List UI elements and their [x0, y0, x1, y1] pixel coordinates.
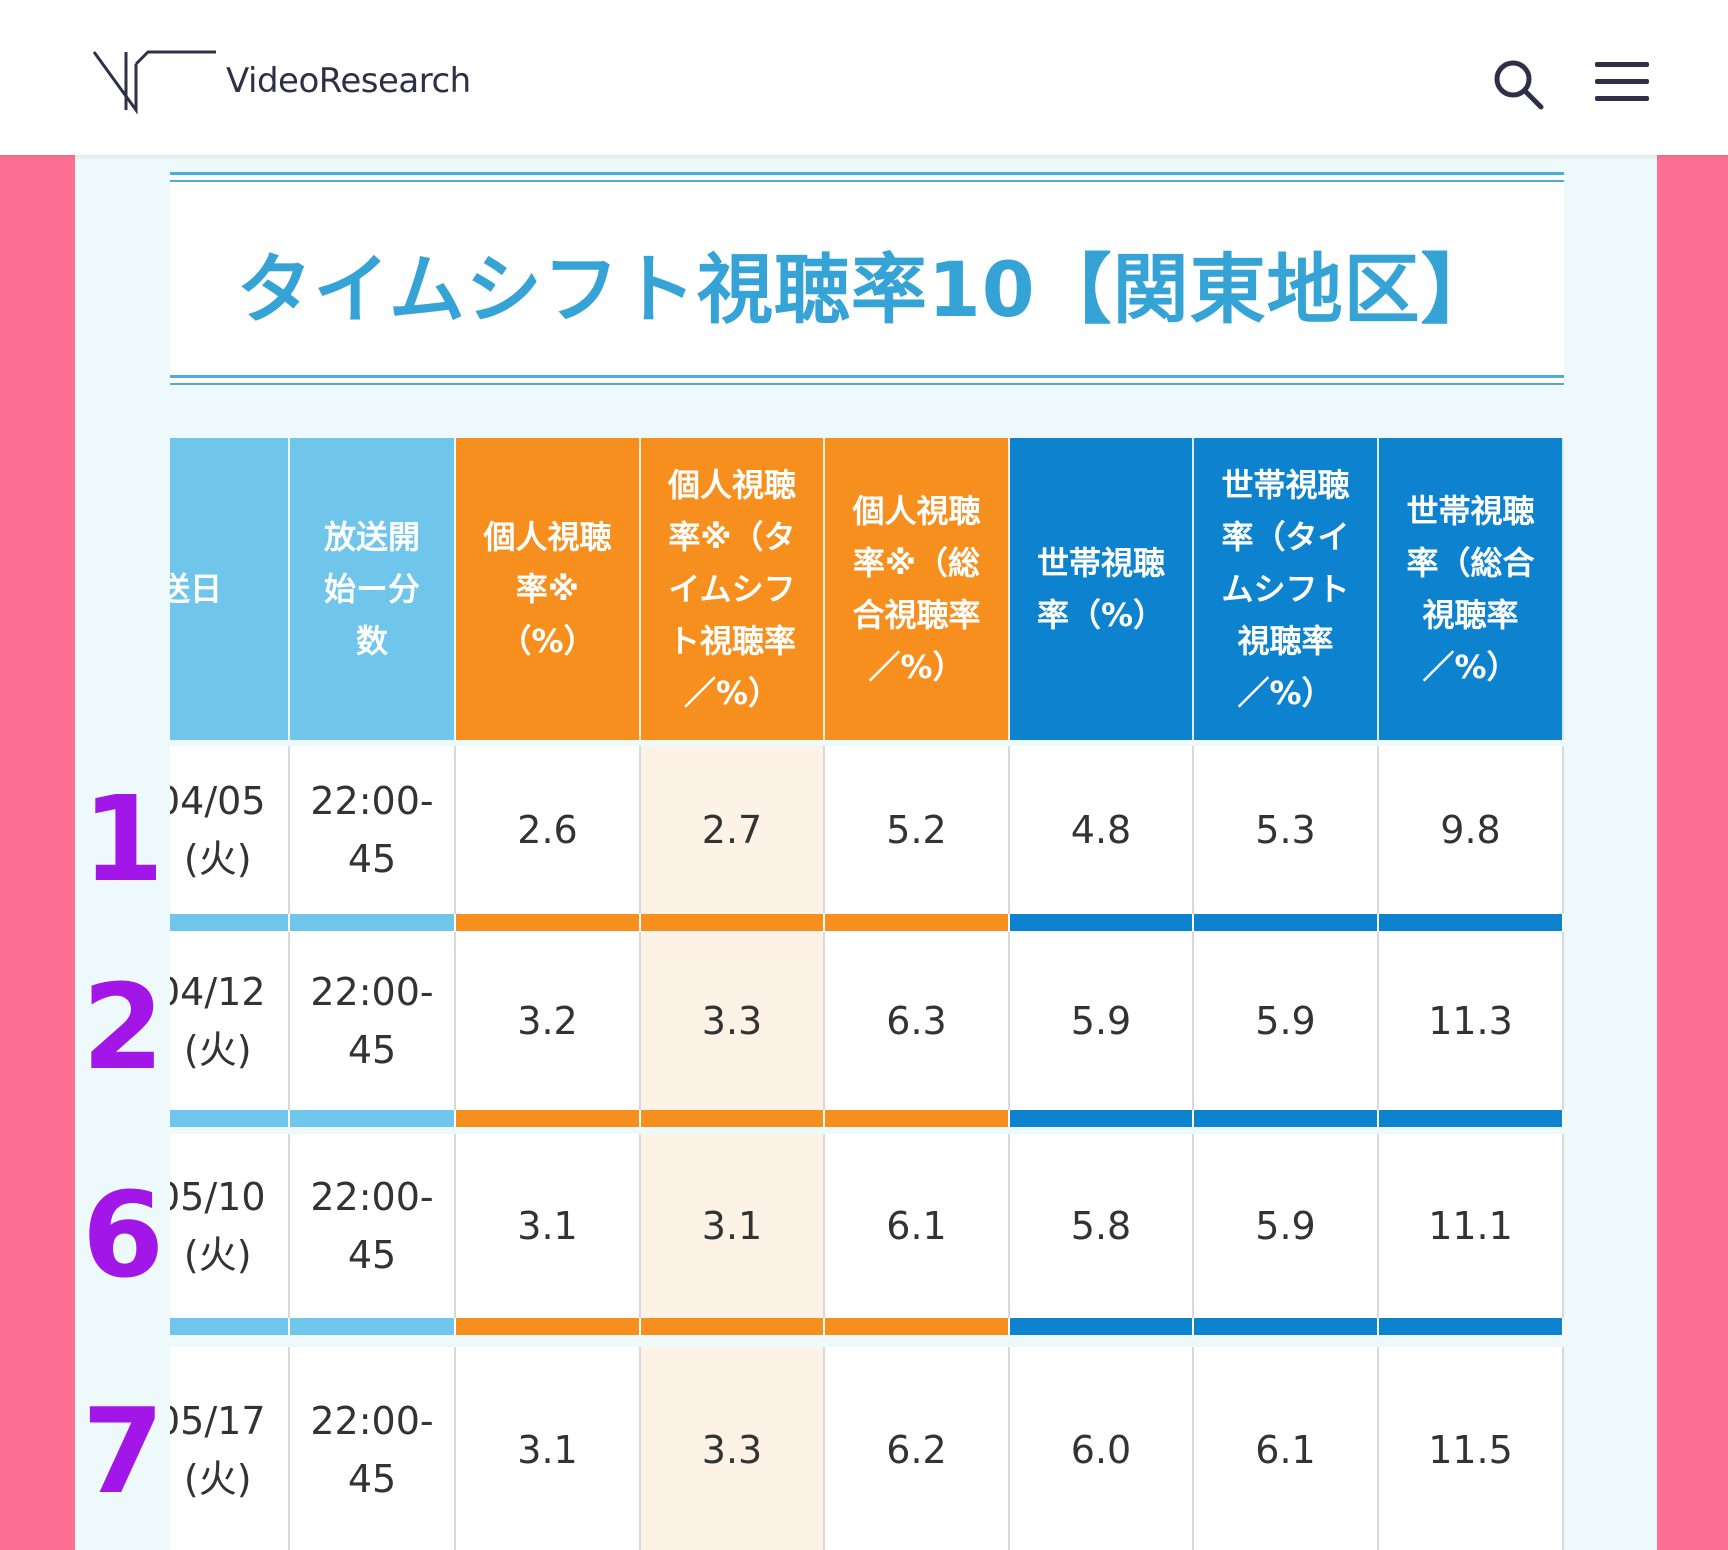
household-rating-cell: 5.8 [1010, 1134, 1194, 1318]
row-divider-bar [456, 1110, 641, 1127]
row-divider-bar [1010, 914, 1194, 931]
row-divider-bar [170, 1318, 290, 1335]
col-header-personal-rating: 個人視聴 率※ （%） [456, 438, 641, 740]
title-rule-top [170, 172, 1564, 175]
row-divider-bar [1010, 1110, 1194, 1127]
personal-rating-cell: 3.2 [456, 932, 641, 1110]
title-rule-bottom [170, 375, 1564, 378]
personal-total-cell: 6.1 [825, 1134, 1010, 1318]
hamburger-menu-button[interactable] [1595, 62, 1649, 106]
household-timeshift-cell: 5.3 [1194, 746, 1379, 914]
personal-total-cell: 6.2 [825, 1347, 1010, 1550]
search-button[interactable] [1492, 58, 1544, 110]
hamburger-menu-icon [1595, 62, 1649, 67]
row-divider-bar [290, 1318, 456, 1335]
row-divider-bar [290, 914, 456, 931]
personal-rating-cell: 3.1 [456, 1347, 641, 1550]
household-timeshift-cell: 6.1 [1194, 1347, 1379, 1550]
start-time-cell: 22:00- 45 [290, 1347, 456, 1550]
row-divider-bar [641, 1110, 825, 1127]
row-divider-bar [1010, 1318, 1194, 1335]
personal-total-cell: 5.2 [825, 746, 1010, 914]
household-rating-cell: 5.9 [1010, 932, 1194, 1110]
row-divider-bar [1194, 1318, 1379, 1335]
personal-rating-cell: 2.6 [456, 746, 641, 914]
personal-timeshift-cell: 3.1 [641, 1134, 825, 1318]
ratings-table: 送日 放送開 始ー分 数個人視聴 率※ （%） 個人視聴 率※（タ イムシフ ト視聴… [170, 438, 1564, 1550]
col-header-personal-total: 個人視聴 率※（総 合視聴率 ／%） [825, 438, 1010, 740]
household-total-cell: 9.8 [1379, 746, 1564, 914]
household-rating-cell: 6.0 [1010, 1347, 1194, 1550]
row-divider-bar [456, 1318, 641, 1335]
household-total-cell: 11.1 [1379, 1134, 1564, 1318]
col-header-date: 送日 [170, 438, 290, 740]
col-header-household-rating: 世帯視聴 率（%） [1010, 438, 1194, 740]
start-time-cell: 22:00- 45 [290, 1134, 456, 1318]
row-divider-bar [290, 1110, 456, 1127]
household-total-cell: 11.3 [1379, 932, 1564, 1110]
personal-timeshift-cell: 2.7 [641, 746, 825, 914]
row-divider-bar [1194, 914, 1379, 931]
logo[interactable]: VideoResearch [90, 46, 471, 116]
row-divider-bar [641, 914, 825, 931]
rank-label: 6 [82, 1166, 165, 1304]
table-row: 05/17 (火)22:00- 453.13.36.26.06.111.5 [170, 1347, 1564, 1550]
start-time-cell: 22:00- 45 [290, 746, 456, 914]
table-row: 04/12 (火)22:00- 453.23.36.35.95.911.3 [170, 932, 1564, 1127]
rank-label: 2 [82, 958, 165, 1096]
table-row: 05/10 (火)22:00- 453.13.16.15.85.911.1 [170, 1134, 1564, 1335]
title-rule-top-thin [170, 180, 1564, 182]
row-divider-bar [1379, 1318, 1564, 1335]
site-header: VideoResearch [0, 0, 1728, 155]
household-timeshift-cell: 5.9 [1194, 1134, 1379, 1318]
household-rating-cell: 4.8 [1010, 746, 1194, 914]
table-row: 04/05 (火)22:00- 452.62.75.24.85.39.8 [170, 746, 1564, 931]
row-divider-bar [456, 914, 641, 931]
rank-label: 7 [82, 1382, 165, 1520]
row-divider-bar [1194, 1110, 1379, 1127]
household-timeshift-cell: 5.9 [1194, 932, 1379, 1110]
date-cell: 04/12 (火) [170, 932, 290, 1110]
date-cell: 04/05 (火) [170, 746, 290, 914]
search-icon [1494, 60, 1544, 110]
rank-label: 1 [82, 770, 165, 908]
row-divider-bar [641, 1318, 825, 1335]
row-divider-bar [170, 1110, 290, 1127]
col-header-start-time: 放送開 始ー分 数 [290, 438, 456, 740]
row-divider-bar [170, 914, 290, 931]
date-cell: 05/17 (火) [170, 1347, 290, 1550]
row-divider-bar [825, 1318, 1010, 1335]
page-title: タイムシフト視聴率10【関東地区】 [236, 245, 1498, 334]
videoresearch-logo-mark-icon [92, 50, 216, 115]
row-divider-bar [825, 914, 1010, 931]
personal-timeshift-cell: 3.3 [641, 932, 825, 1110]
title-box [170, 172, 1564, 387]
col-header-personal-timeshift: 個人視聴 率※（タ イムシフ ト視聴率 ／%） [641, 438, 825, 740]
row-divider-bar [1379, 1110, 1564, 1127]
personal-timeshift-cell: 3.3 [641, 1347, 825, 1550]
date-cell: 05/10 (火) [170, 1134, 290, 1318]
household-total-cell: 11.5 [1379, 1347, 1564, 1550]
row-divider-bar [1379, 914, 1564, 931]
logo-text: VideoResearch [226, 61, 471, 101]
title-rule-bottom-thin [170, 383, 1564, 385]
col-header-household-total: 世帯視聴 率（総合 視聴率 ／%） [1379, 438, 1564, 740]
personal-rating-cell: 3.1 [456, 1134, 641, 1318]
col-header-household-timeshift: 世帯視聴 率（タイ ムシフト 視聴率 ／%） [1194, 438, 1379, 740]
start-time-cell: 22:00- 45 [290, 932, 456, 1110]
personal-total-cell: 6.3 [825, 932, 1010, 1110]
row-divider-bar [825, 1110, 1010, 1127]
